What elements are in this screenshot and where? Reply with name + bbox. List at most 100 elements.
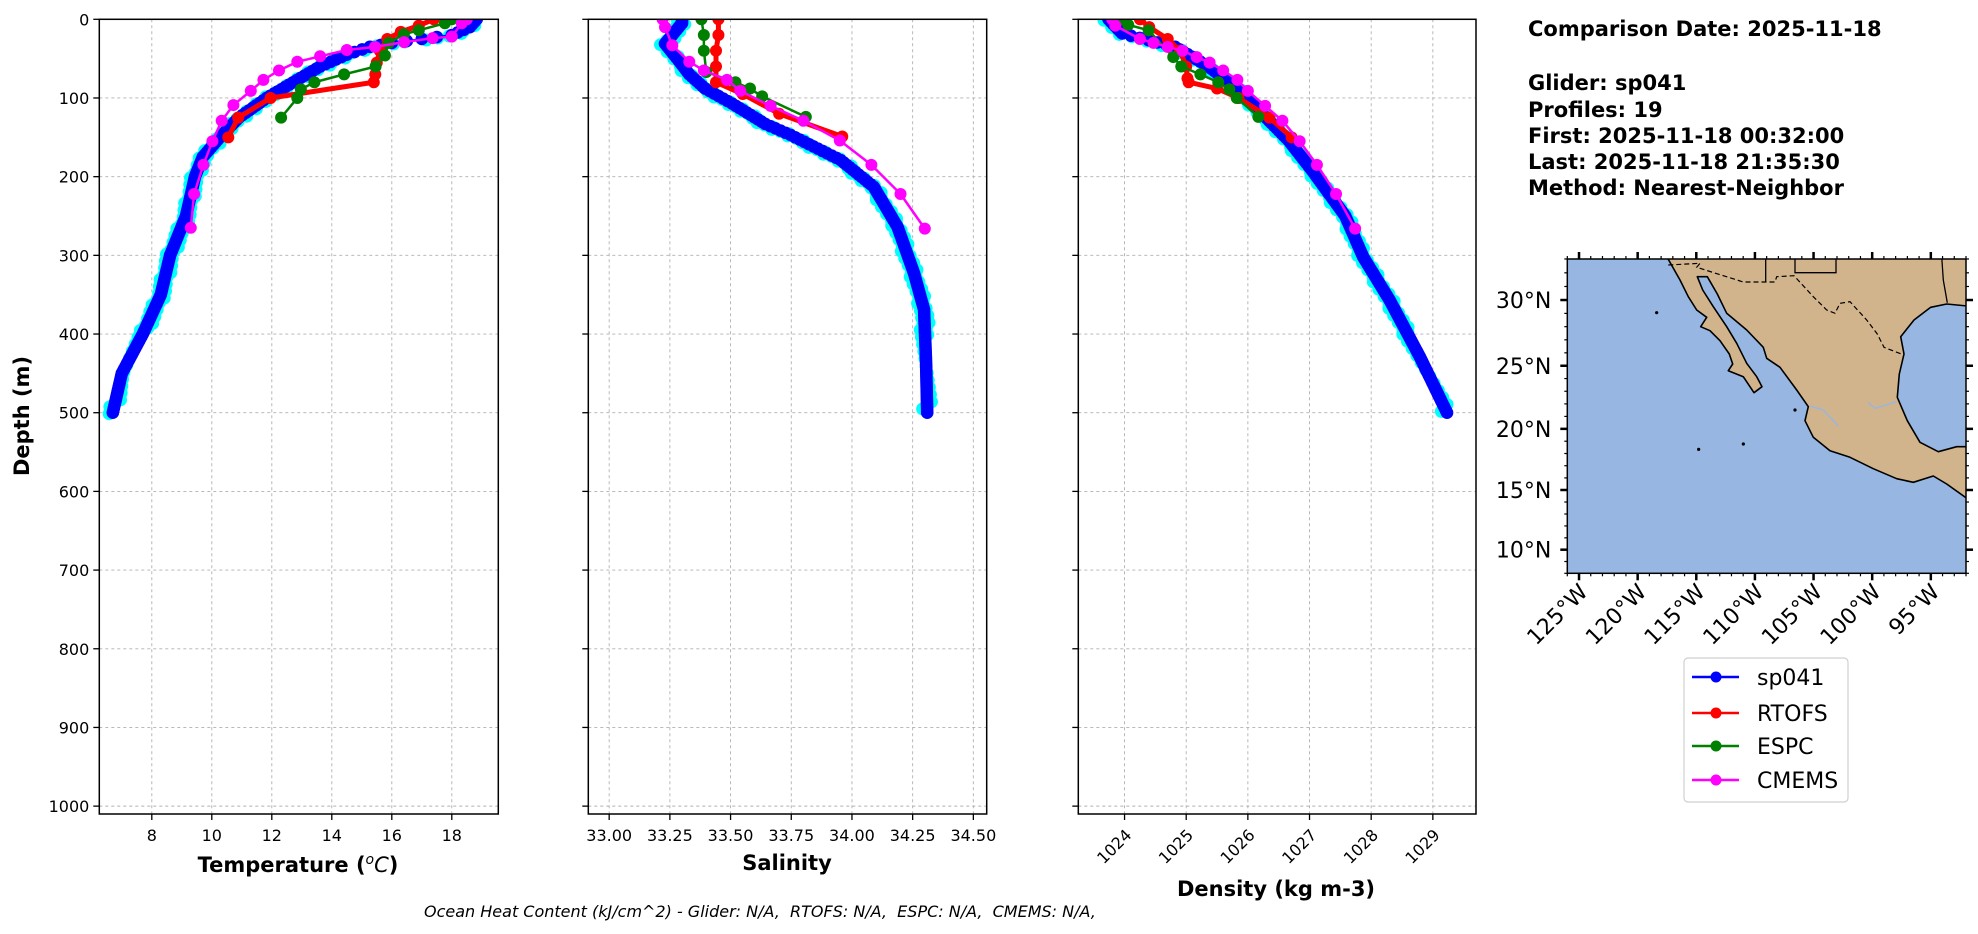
x-tick-label: 1024 — [1093, 825, 1135, 867]
cmems-point — [215, 114, 228, 127]
cmems-point — [1109, 19, 1122, 32]
first-profile-time: First: 2025-11-18 00:32:00 — [1528, 124, 1844, 148]
cmems-series — [184, 19, 473, 234]
cmems-point — [369, 40, 381, 53]
espc-point — [1122, 19, 1135, 31]
legend-label-rtofs: RTOFS — [1757, 702, 1828, 727]
land-mexico — [1667, 259, 1967, 499]
rtofs-point — [712, 29, 725, 42]
info-block: Comparison Date: 2025-11-18 Glider: sp04… — [1528, 17, 1882, 200]
y-tick-label: 200 — [59, 168, 90, 187]
glider-id: Glider: sp041 — [1528, 71, 1686, 95]
temperature-label-close: ) — [389, 853, 399, 877]
island — [1697, 447, 1701, 451]
cmems-line — [1111, 19, 1357, 230]
rtofs-point — [712, 19, 725, 26]
legend-marker-espc — [1710, 740, 1722, 752]
espc-point — [308, 76, 321, 89]
x-tick-label: 18 — [442, 826, 462, 845]
sp041-individual-profiles — [1097, 19, 1454, 418]
cmems-point — [227, 99, 240, 112]
espc-point — [369, 60, 382, 73]
cmems-point — [1133, 32, 1146, 45]
density-plot-area — [1097, 19, 1454, 420]
espc-point — [697, 29, 710, 42]
lon-tick-label: 100°W — [1816, 580, 1887, 651]
cmems-point — [273, 64, 285, 77]
x-tick-label: 33.00 — [586, 826, 632, 845]
temperature-label-text: Temperature ( — [198, 853, 366, 877]
cmems-point — [1176, 44, 1189, 57]
espc-point — [1223, 83, 1236, 96]
cmems-point — [291, 55, 304, 68]
cmems-point — [1231, 73, 1244, 86]
x-tick-label: 34.50 — [950, 826, 996, 845]
rtofs-point — [232, 111, 245, 124]
cmems-point — [206, 135, 219, 148]
x-tick-label: 33.75 — [768, 826, 814, 845]
y-tick-label: 400 — [59, 325, 90, 344]
temperature-panel: 0 100 200 300 400 500 600 700 800 900 1000 8 10 12 14 1… — [49, 10, 500, 845]
rtofs-point — [710, 76, 723, 89]
river — [1867, 400, 1897, 410]
espc-point — [338, 68, 351, 81]
espc-point — [743, 82, 756, 95]
rtofs-point — [710, 60, 723, 73]
y-tick-label: 1000 — [49, 797, 90, 816]
x-tick-label: 12 — [262, 826, 282, 845]
sp041-point — [106, 406, 120, 420]
cmems-point — [659, 21, 672, 34]
cmems-point — [797, 114, 810, 127]
cmems-point — [398, 36, 411, 49]
cmems-series — [1106, 19, 1362, 235]
cmems-point — [865, 158, 878, 171]
legend-label-cmems: CMEMS — [1757, 769, 1838, 794]
cmems-point — [184, 221, 197, 234]
last-profile-time: Last: 2025-11-18 21:35:30 — [1528, 150, 1840, 174]
cmems-point — [244, 84, 257, 97]
map-content — [1567, 259, 1967, 574]
y-axis-label: Depth (m) — [10, 356, 34, 476]
y-tick-label: 300 — [59, 246, 90, 265]
legend-box — [1683, 657, 1849, 803]
legend: sp041 RTOFS ESPC CMEMS — [1683, 657, 1849, 803]
comparison-date: Comparison Date: 2025-11-18 — [1528, 17, 1882, 41]
sp041-point — [1440, 406, 1454, 420]
y-tick-label: 600 — [59, 482, 90, 501]
espc-point — [697, 44, 710, 57]
espc-point — [291, 91, 304, 104]
x-tick-label: 8 — [147, 826, 157, 845]
x-tick-label: 14 — [322, 826, 342, 845]
espc-point — [1212, 76, 1225, 89]
cmems-point — [340, 43, 353, 56]
cmems-point — [257, 73, 270, 86]
y-tick-label: 100 — [59, 89, 90, 108]
density-panel: 1024 1025 1026 1027 1028 1029 — [1072, 18, 1477, 868]
cmems-point — [683, 55, 696, 68]
cmems-point — [188, 187, 201, 200]
legend-marker-sp041 — [1710, 671, 1722, 683]
state-border — [1941, 259, 1948, 303]
rtofs-point — [710, 44, 723, 57]
x-tick-label: 1027 — [1278, 825, 1320, 867]
cmems-point — [1161, 40, 1174, 53]
espc-point — [438, 19, 451, 30]
cmems-point — [1349, 222, 1362, 235]
ocean-heat-content-note: Ocean Heat Content (kJ/cm^2) - Glider: N… — [424, 902, 1096, 921]
cmems-point — [720, 73, 733, 86]
cmems-point — [918, 222, 931, 235]
cmems-point — [1293, 135, 1306, 148]
salinity-axes-frame — [587, 18, 988, 815]
legend-item-sp041: sp041 — [1692, 666, 1824, 691]
lon-tick-label: 115°W — [1640, 580, 1711, 651]
sp041-line — [1107, 19, 1448, 414]
cmems-series — [656, 19, 931, 235]
espc-point — [1167, 51, 1180, 64]
cmems-point — [445, 30, 458, 43]
x-tick-label: 34.25 — [890, 826, 936, 845]
legend-item-cmems: CMEMS — [1692, 769, 1838, 794]
cmems-point — [894, 187, 907, 200]
temperature-label-unit: C — [374, 853, 389, 877]
cmems-point — [833, 134, 846, 147]
